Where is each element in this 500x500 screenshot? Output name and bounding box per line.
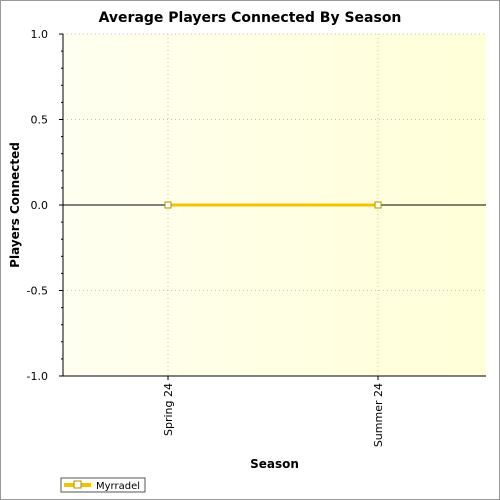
y-tick-label: 0.5 — [31, 114, 49, 127]
x-axis-ticks: Spring 24 Summer 24 — [162, 376, 385, 447]
legend-swatch-marker — [73, 480, 82, 489]
y-axis-ticks: 1.0 0.5 0.0 -0.5 -1.0 — [27, 28, 63, 383]
y-tick-label: 1.0 — [31, 28, 49, 41]
x-tick-label: Summer 24 — [372, 383, 385, 447]
legend: Myrradel — [60, 477, 146, 493]
x-tick-label: Spring 24 — [162, 383, 175, 436]
y-axis-title: Players Connected — [8, 142, 22, 268]
y-tick-label: 0.0 — [31, 199, 49, 212]
y-tick-label: -0.5 — [27, 285, 48, 298]
chart-title: Average Players Connected By Season — [99, 10, 402, 26]
y-tick-label: -1.0 — [27, 370, 48, 383]
series — [164, 201, 382, 209]
data-point-marker — [164, 201, 172, 209]
legend-box — [60, 477, 146, 493]
x-axis-title: Season — [250, 457, 299, 471]
data-point-marker — [374, 201, 382, 209]
legend-label-myrradel: Myrradel — [96, 481, 140, 492]
